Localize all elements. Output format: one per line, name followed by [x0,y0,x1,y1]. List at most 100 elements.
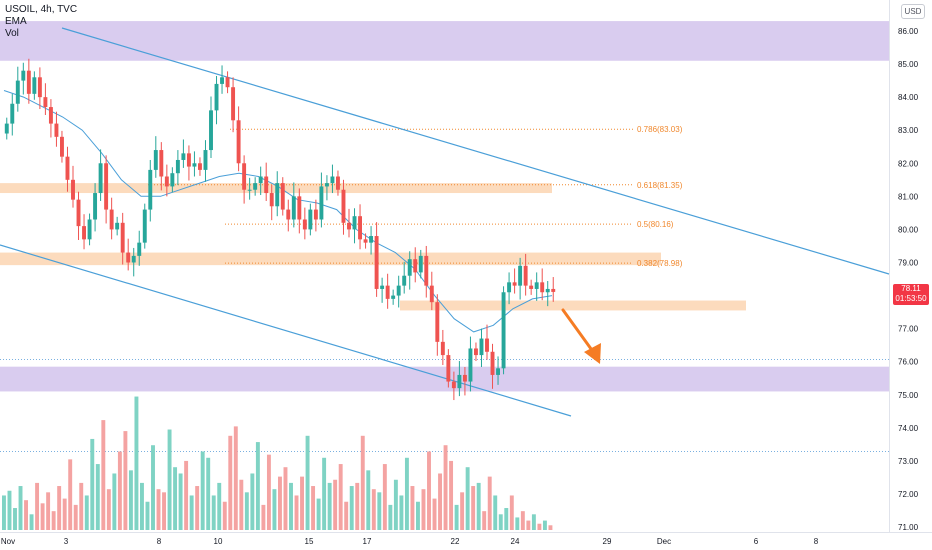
candle-body-56 [313,209,318,220]
volume-bar-94 [520,511,525,530]
volume-bar-40 [222,501,227,530]
volume-bar-20 [112,473,117,530]
volume-indicator-label[interactable]: Vol [5,28,19,39]
volume-bar-51 [283,467,288,530]
symbol-label[interactable]: USOIL, 4h, TVC [5,4,78,15]
candle-body-22 [126,252,131,263]
price-tick-4: 82.00 [898,159,919,168]
candle-body-34 [192,163,197,167]
volume-bar-96 [531,514,536,530]
candle-body-29 [164,176,169,187]
price-tick-12: 74.00 [898,424,919,433]
volume-bar-43 [239,479,244,530]
volume-bar-0 [2,495,6,530]
candle-body-63 [352,216,357,230]
candle-body-97 [540,282,545,293]
candle-body-82 [457,374,462,389]
volume-bar-33 [184,460,189,530]
volume-bar-12 [68,459,73,530]
price-tick-14: 72.00 [898,490,919,499]
candle-body-95 [529,285,534,289]
candle-body-71 [396,285,401,296]
volume-bar-50 [278,476,282,530]
volume-bar-56 [311,486,316,530]
candle-body-39 [220,77,224,84]
candle-body-12 [71,179,75,200]
volume-bar-3 [18,486,23,530]
candle-body-36 [203,150,208,170]
candle-body-91 [507,282,512,293]
time-tick-3: 10 [214,537,223,546]
candle-body-86 [479,338,484,356]
volume-bar-52 [289,482,293,530]
candle-body-75 [418,255,423,273]
candle-body-66 [369,236,374,243]
price-axis[interactable]: 86.00 85.00 84.00 83.00 82.00 81.00 80.00 79.00… [898,27,919,532]
ema-indicator-label[interactable]: EMA [5,16,27,27]
volume-bar-10 [57,486,62,530]
time-tick-7: 24 [511,537,520,546]
candle-body-44 [247,189,252,191]
volume-bar-65 [360,435,365,530]
volume-bar-89 [493,495,498,530]
currency-badge[interactable]: USD [901,4,925,19]
volume-bar-82 [454,504,459,530]
candle-body-87 [485,338,489,352]
candle-body-31 [175,159,180,174]
volume-bar-28 [156,489,161,530]
time-tick-4: 15 [305,537,314,546]
candle-body-85 [474,348,478,356]
candle-body-60 [336,176,340,190]
volume-bar-25 [140,482,144,530]
volume-bar-76 [421,489,426,530]
volume-bar-55 [305,435,310,530]
candle-body-53 [297,196,302,220]
candle-body-42 [236,120,241,164]
volume-bar-19 [106,489,111,530]
volume-bar-81 [449,460,454,530]
price-tick-9: 77.00 [898,325,919,334]
candle-body-58 [324,183,329,187]
candle-body-69 [385,285,390,299]
volume-layer [2,396,553,530]
volume-bar-32 [178,473,183,530]
volume-bar-48 [266,454,271,530]
candle-body-76 [424,255,429,286]
candle-body-80 [446,355,451,382]
chart-legend: USOIL, 4h, TVC EMA Vol [5,4,77,40]
volume-bar-39 [217,482,222,530]
volume-bar-14 [79,482,84,530]
time-axis[interactable]: Nov 3 8 10 15 17 22 24 29 Dec 6 8 [1,537,819,546]
candle-body-27 [153,150,158,170]
channel-upper-line [61,27,890,275]
price-tick-5: 81.00 [898,192,919,201]
volume-bar-58 [322,457,327,530]
volume-bar-35 [195,486,200,530]
time-tick-8: 29 [603,537,612,546]
candle-body-64 [358,216,362,240]
volume-bar-67 [371,489,376,530]
price-tick-10: 76.00 [898,358,919,367]
time-tick-5: 17 [363,537,372,546]
volume-bar-4 [24,500,28,530]
volume-bar-98 [542,520,547,530]
candle-body-37 [209,110,213,151]
ema-line [3,90,553,333]
volume-bar-49 [272,489,277,530]
volume-bar-6 [35,482,40,530]
volume-bar-95 [526,520,531,530]
volume-bar-37 [206,457,211,530]
price-tick-2: 84.00 [898,93,919,102]
volume-bar-8 [46,492,51,530]
volume-bar-72 [399,495,404,530]
candle-body-65 [363,239,368,243]
volume-bar-26 [145,501,150,530]
candle-body-77 [429,285,434,303]
fib-label-3: 0.382(78.98) [637,259,683,268]
candle-body-54 [302,219,307,230]
candle-body-47 [264,176,269,194]
zone-demand-4 [0,366,889,392]
volume-bar-64 [355,482,360,530]
candle-body-15 [87,219,92,240]
